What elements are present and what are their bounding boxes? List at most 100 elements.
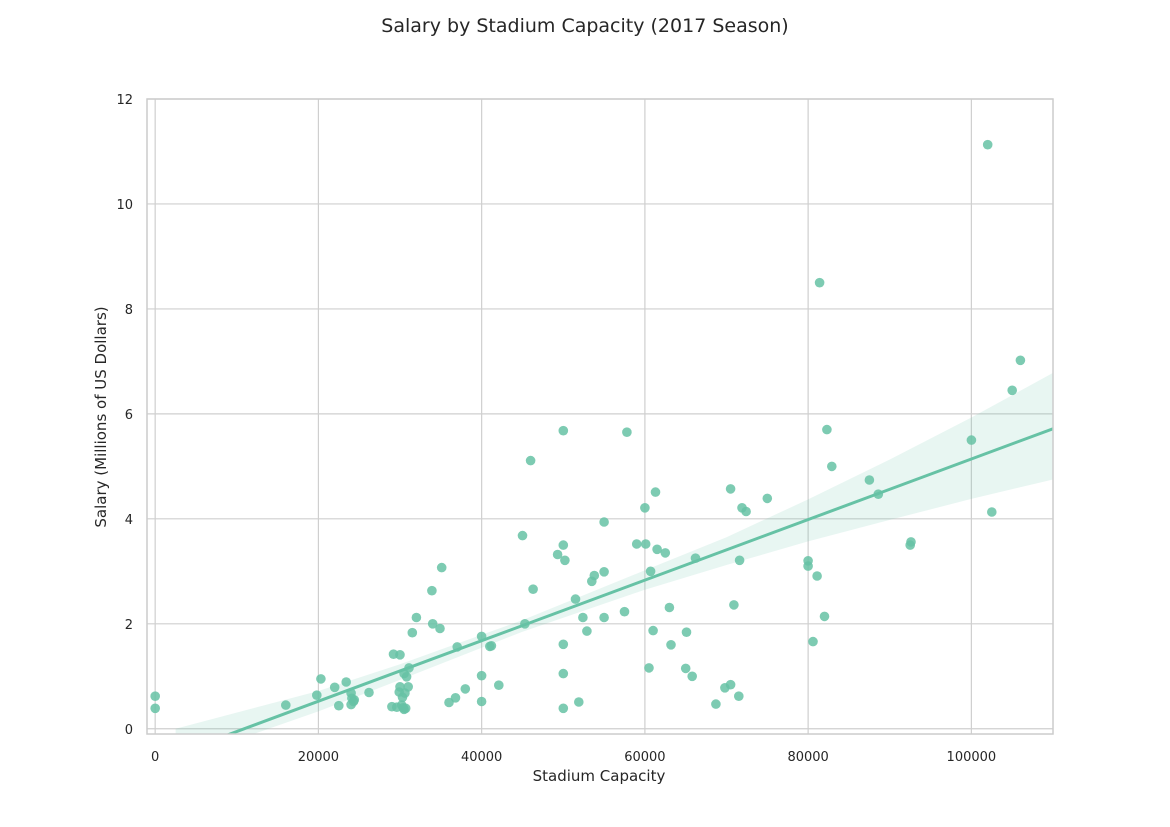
data-point (329, 682, 340, 693)
data-point (460, 684, 471, 694)
data-point (150, 703, 160, 714)
data-point (812, 571, 822, 581)
data-point (640, 539, 651, 549)
data-point (578, 612, 588, 623)
confidence-band (175, 372, 1053, 734)
data-point (982, 139, 993, 150)
data-point (411, 612, 422, 623)
x-tick-label: 60000 (624, 750, 665, 765)
data-point (436, 562, 447, 573)
data-point (652, 544, 662, 555)
y-axis-ticks: 0 2 4 6 8 10 12 (116, 93, 133, 738)
confidence-band-area (175, 372, 1053, 734)
data-point (150, 691, 160, 701)
data-point (644, 663, 654, 673)
data-point (558, 668, 569, 679)
data-point (450, 693, 461, 703)
data-point (574, 697, 584, 707)
data-point (725, 484, 736, 494)
data-point (648, 625, 658, 636)
data-point (725, 679, 736, 690)
x-tick-label: 100000 (947, 750, 997, 765)
data-point (1007, 385, 1017, 396)
x-axis-ticks: 0 20000 40000 60000 80000 100000 (151, 750, 996, 765)
y-tick-label: 2 (125, 618, 133, 633)
data-point (400, 703, 411, 714)
data-point (560, 555, 570, 566)
data-point (1015, 355, 1026, 366)
data-point (640, 503, 650, 513)
regression-line-group (225, 427, 1053, 734)
regression-line (225, 427, 1053, 734)
data-point (525, 455, 536, 466)
data-point (435, 623, 445, 634)
data-point (582, 626, 592, 636)
data-point (966, 435, 977, 445)
x-tick-label: 0 (151, 750, 159, 765)
data-point (316, 674, 326, 684)
x-tick-label: 20000 (298, 750, 339, 765)
data-point (570, 594, 581, 604)
data-point (476, 670, 487, 681)
data-point (364, 687, 374, 698)
data-point (599, 567, 609, 577)
data-point (681, 627, 692, 637)
data-point (827, 461, 837, 472)
data-point (987, 507, 997, 517)
plot-frame (146, 98, 1054, 735)
data-point (822, 424, 832, 435)
data-point (341, 677, 352, 687)
data-point (687, 671, 697, 682)
chart-title: Salary by Stadium Capacity (2017 Season) (381, 15, 788, 37)
data-point (734, 555, 745, 566)
y-tick-label: 6 (125, 408, 133, 423)
y-axis-label: Salary (Millions of US Dollars) (92, 306, 110, 527)
data-point (650, 487, 661, 497)
data-point (729, 600, 739, 610)
data-point (407, 627, 418, 638)
data-points (150, 139, 1026, 715)
data-point (589, 570, 600, 581)
data-point (622, 427, 632, 438)
data-point (552, 549, 563, 560)
data-point (517, 530, 528, 541)
data-point (660, 548, 671, 558)
data-point (494, 680, 504, 690)
data-point (819, 611, 830, 622)
data-point (631, 539, 642, 549)
y-tick-label: 12 (116, 93, 133, 108)
grid (147, 98, 1053, 734)
data-point (486, 641, 497, 651)
y-tick-label: 0 (125, 723, 133, 738)
data-point (558, 425, 569, 436)
data-point (680, 663, 691, 674)
data-point (401, 672, 412, 682)
data-point (864, 475, 875, 485)
data-point (808, 636, 818, 647)
data-point (528, 584, 538, 594)
data-point (762, 493, 773, 504)
data-point (664, 602, 675, 613)
data-point (666, 640, 676, 650)
data-point (395, 650, 405, 660)
data-point (476, 696, 487, 707)
data-point (558, 639, 569, 650)
data-point (645, 566, 656, 577)
data-point (427, 585, 437, 596)
data-point (599, 612, 609, 623)
data-point (906, 537, 916, 547)
data-point (427, 619, 438, 629)
data-point (741, 506, 751, 517)
data-point (814, 277, 825, 288)
data-point (312, 690, 322, 700)
y-tick-label: 8 (125, 303, 133, 318)
data-point (349, 695, 360, 705)
data-point (558, 703, 569, 714)
y-tick-label: 4 (125, 513, 133, 528)
x-tick-label: 80000 (787, 750, 828, 765)
x-axis-label: Stadium Capacity (533, 767, 666, 785)
data-point (599, 517, 609, 527)
data-point (334, 700, 344, 711)
